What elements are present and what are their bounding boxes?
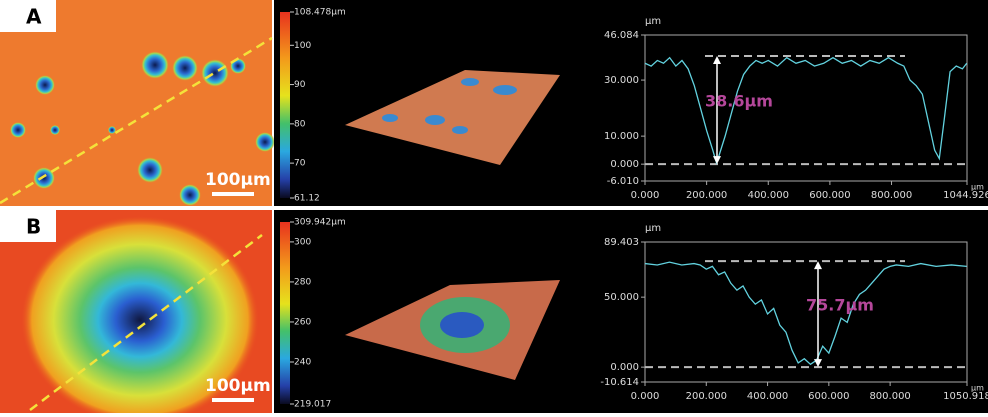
panel-label: A (26, 5, 42, 29)
x-tick-label: 1050.918 (943, 391, 988, 402)
y-axis-label: μm (645, 223, 661, 234)
colorbar-tick-label: 70 (294, 159, 306, 169)
colorbar-tick-label: 219.017 (294, 400, 331, 410)
x-tick-label: 800.000 (871, 190, 912, 201)
y-tick-label: 30.000 (604, 75, 639, 86)
scale-bar-label: 100μm (205, 376, 271, 396)
colorbar-tick-label: 108.478μm (294, 8, 346, 18)
y-tick-label: 0.000 (610, 362, 639, 373)
annotation: 38.6μm (705, 92, 773, 111)
scale-bar (212, 398, 254, 402)
x-axis-label: μm (971, 183, 984, 192)
y-tick-label: 50.000 (604, 292, 639, 303)
x-tick-label: 400.000 (747, 391, 788, 402)
x-axis-label: μm (971, 384, 984, 393)
x-tick-label: 1044.926 (943, 190, 988, 201)
x-tick-label: 200.000 (686, 391, 727, 402)
y-tick-label: 10.000 (604, 131, 639, 142)
x-tick-label: 600.000 (809, 190, 850, 201)
y-tick-label: -10.614 (600, 377, 639, 388)
panel-label: B (26, 215, 41, 239)
colorbar-tick-label: 90 (294, 80, 306, 90)
scale-bar-label: 100μm (205, 170, 271, 190)
x-tick-label: 200.000 (686, 190, 727, 201)
colorbar-tick-label: 300 (294, 237, 311, 247)
figure: A B 100μm 100μm 108.478μm 100 90 80 70 61.12 3… (0, 0, 988, 413)
y-tick-label: 46.084 (604, 30, 639, 41)
x-tick-label: 600.000 (808, 391, 849, 402)
scale-bar (212, 192, 254, 196)
colorbar-tick-label: 280 (294, 277, 311, 287)
colorbar-tick-label: 309.942μm (294, 218, 346, 228)
colorbar (280, 222, 290, 404)
colorbar-tick-label: 260 (294, 317, 311, 327)
y-tick-label: 0.000 (610, 159, 639, 170)
annotation: 75.7μm (806, 296, 874, 315)
colorbar-tick-label: 240 (294, 357, 311, 367)
x-tick-label: 400.000 (748, 190, 789, 201)
colorbar-tick-label: 100 (294, 41, 311, 51)
colorbar (280, 12, 290, 198)
surface-crater-core (440, 312, 484, 338)
y-tick-label: 89.403 (604, 237, 639, 248)
colorbar-tick-label: 61.12 (294, 194, 320, 204)
y-tick-label: -6.010 (607, 176, 639, 187)
x-tick-label: 0.000 (631, 190, 660, 201)
x-tick-label: 800.000 (869, 391, 910, 402)
colorbar-tick-label: 80 (294, 119, 306, 129)
y-axis-label: μm (645, 16, 661, 27)
x-tick-label: 0.000 (631, 391, 660, 402)
